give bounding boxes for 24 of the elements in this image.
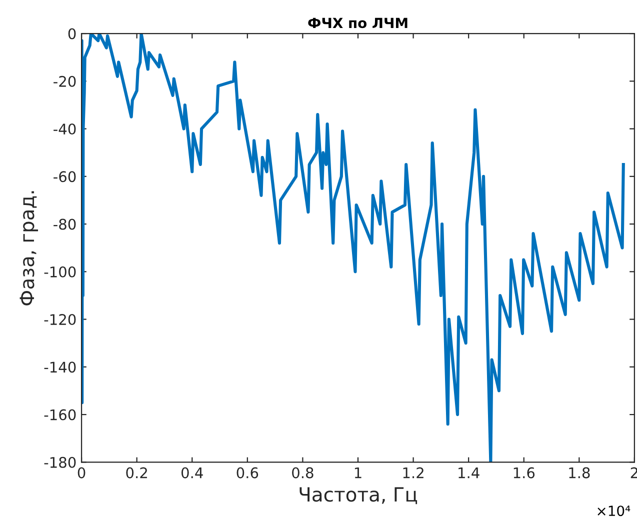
y-tick-label: -20 (54, 76, 76, 87)
y-tick-label: -140 (44, 362, 76, 373)
chart-title: ФЧХ по ЛЧМ (308, 18, 408, 28)
x-tick-label: 1.2 (403, 467, 424, 478)
x-tick-label: 1 (354, 467, 362, 478)
y-tick-label: -40 (54, 124, 76, 135)
y-axis-title: Фаза, град. (20, 191, 38, 306)
x-tick-label: 0.4 (181, 467, 203, 478)
y-tick-label: 0 (68, 28, 76, 40)
y-tick-label: -120 (44, 314, 76, 326)
y-tick-label: -100 (44, 266, 76, 278)
x-tick-label: 1.6 (514, 467, 535, 478)
x-tick-label: 0.8 (292, 467, 314, 478)
x-tick-label: 1.4 (458, 467, 480, 478)
y-tick-label: -80 (54, 218, 76, 230)
y-tick-label: -160 (44, 409, 76, 420)
x-axis-title: Частота, Гц (300, 487, 418, 504)
y-tick-label: -180 (44, 456, 76, 468)
x-tick-label: 0.6 (236, 467, 258, 478)
x-tick-label: 0 (78, 467, 86, 478)
text: ×10⁴ (598, 506, 630, 516)
x-tick-label: 0.2 (126, 467, 147, 478)
y-tick-label: -60 (54, 171, 76, 182)
x-tick-label: 1.8 (569, 467, 590, 478)
